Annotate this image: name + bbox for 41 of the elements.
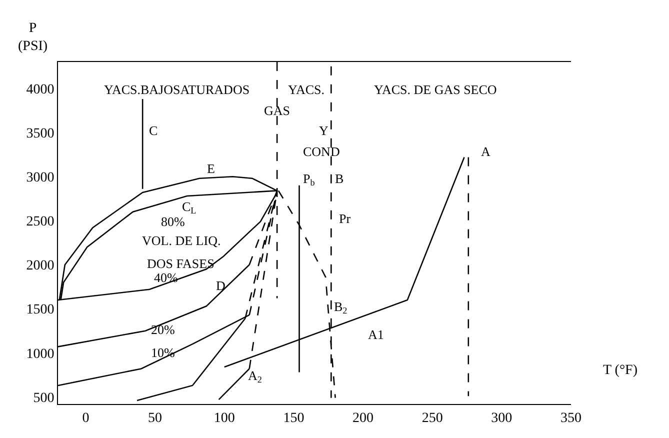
x-tick-label: 200 [352, 410, 374, 426]
annotation: A [481, 144, 491, 159]
y-tick-label: 3000 [26, 170, 54, 186]
annotation: A1 [368, 327, 384, 342]
annotation: DOS FASES [147, 256, 214, 271]
annotation: 20% [151, 322, 175, 337]
x-tick-label: 0 [82, 410, 90, 426]
annotation: B [335, 171, 344, 186]
y-tick-label: 3500 [26, 126, 54, 142]
x-tick-label: 50 [148, 410, 162, 426]
x-tick-label: 300 [491, 410, 512, 426]
y-tick-label: 2500 [26, 214, 54, 230]
x-axis-title: T (°F) [603, 363, 638, 378]
y-tick-label: 2000 [26, 258, 54, 274]
annotation: 10% [151, 345, 175, 360]
x-tick-label: 100 [214, 410, 235, 426]
annotation: P$_{b}$ [303, 171, 316, 188]
annotation: Y [319, 123, 329, 138]
annotation: B$_{2}$ [334, 299, 348, 316]
annotation: C$_{L}$ [182, 199, 197, 216]
annotation: GAS [264, 103, 290, 118]
annotation: E [207, 161, 215, 176]
annotation: A$_{2}$ [248, 368, 262, 385]
y-tick-label: 1500 [26, 302, 54, 318]
annotation: 40% [154, 270, 178, 285]
y-axis-title: P (PSI) [18, 21, 48, 54]
x-tick-label: 150 [283, 410, 304, 426]
annotation: D [216, 278, 226, 293]
annotation: YACS.BAJOSATURADOS [104, 82, 250, 97]
y-tick-label: 4000 [26, 82, 54, 98]
y-tick-label: 500 [33, 390, 54, 406]
annotation: YACS. [288, 82, 324, 97]
x-tick-label: 250 [422, 410, 443, 426]
annotation: Pr [339, 211, 352, 226]
annotation: 80% [161, 214, 185, 229]
annotation: C [149, 123, 158, 138]
x-tick-label: 350 [560, 410, 582, 426]
annotation: YACS. DE GAS SECO [374, 82, 497, 97]
annotation: VOL. DE LIQ. [142, 233, 221, 248]
y-tick-label: 1000 [26, 346, 54, 362]
annotation: COND [303, 144, 340, 159]
